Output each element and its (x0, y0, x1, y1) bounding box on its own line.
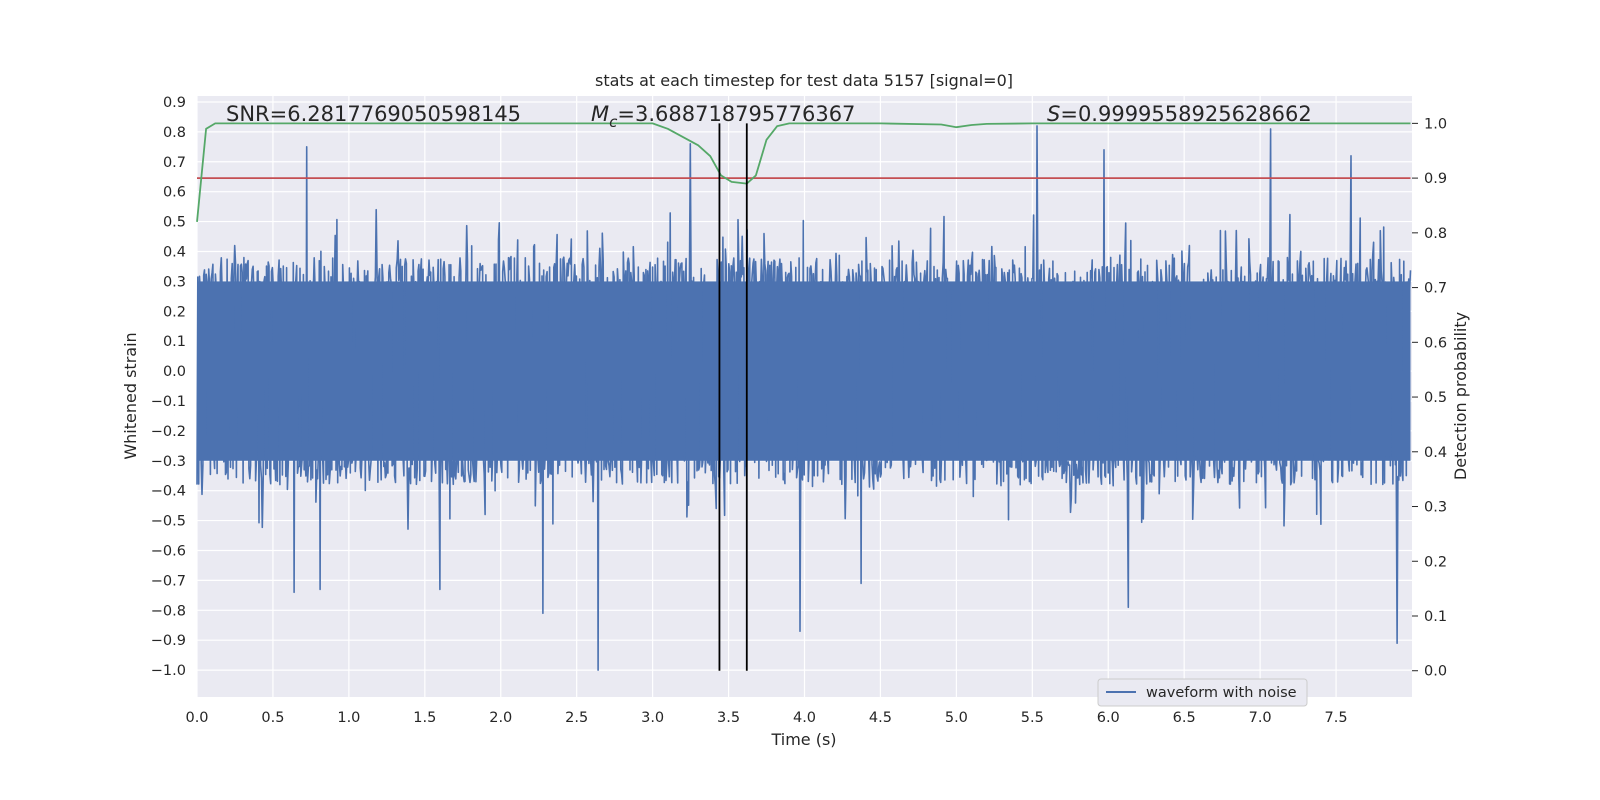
x-tick-label: 0.0 (185, 710, 208, 726)
y2-tick-label: 0.7 (1424, 281, 1447, 297)
chirp-mass-annotation: Mc=3.688718795776367 (591, 102, 855, 131)
y2-axis-label: Detection probability (1451, 312, 1470, 480)
y2-tick-label: 0.4 (1424, 445, 1447, 461)
y-tick-label: 0.6 (163, 185, 186, 201)
y2-tick-label: 0.5 (1424, 390, 1447, 406)
y-tick-label: 0.4 (163, 244, 186, 260)
chart-title: stats at each timestep for test data 515… (595, 71, 1013, 90)
y-tick-label: 0.3 (163, 274, 186, 290)
y-tick-label: −0.1 (151, 394, 186, 410)
waveform-series (196, 125, 1412, 671)
x-tick-label: 3.5 (717, 710, 740, 726)
y-tick-label: 0.9 (163, 95, 186, 111)
y-tick-label: −0.5 (151, 514, 186, 530)
vertical-lines (718, 123, 748, 671)
y2-tick-label: 0.1 (1424, 609, 1447, 625)
y-tick-label: 0.2 (163, 304, 186, 320)
y-tick-label: 0.0 (163, 364, 186, 380)
x-tick-label: 3.0 (641, 710, 664, 726)
y-tick-label: −0.6 (151, 543, 186, 559)
x-tick-label: 6.0 (1097, 710, 1120, 726)
y2-tick-labels: 1.0 0.9 0.8 0.7 0.6 0.5 0.4 0.3 0.2 0.1 0.0 (1412, 116, 1447, 680)
chirp-mass-symbol: M (591, 102, 609, 126)
x-tick-label: 1.5 (413, 710, 436, 726)
x-tick-label: 5.0 (945, 710, 968, 726)
x-tick-label: 7.0 (1249, 710, 1272, 726)
y-tick-label: −0.9 (151, 633, 186, 649)
s-annotation: S=0.9999558925628662 (1047, 102, 1312, 126)
x-tick-label: 2.0 (489, 710, 512, 726)
y2-tick-label: 0.3 (1424, 500, 1447, 516)
y2-tick-label: 0.8 (1424, 226, 1447, 242)
x-tick-label: 7.5 (1325, 710, 1348, 726)
s-symbol: S (1047, 102, 1060, 126)
snr-annotation: SNR=6.2817769050598145 (226, 102, 521, 126)
y2-tick-label: 1.0 (1424, 116, 1447, 132)
x-axis-label: Time (s) (770, 730, 836, 749)
y-tick-label: 0.7 (163, 155, 186, 171)
y-tick-label: −0.4 (151, 484, 186, 500)
y-tick-labels: 0.9 0.8 0.7 0.6 0.5 0.4 0.3 0.2 0.1 0.0 −0.1 −0.2 −0… (151, 95, 186, 679)
x-tick-labels: 0.0 0.5 1.0 1.5 2.0 2.5 3.0 3.5 4.0 4.5 5.0 5.5 6.0 6… (185, 710, 1347, 726)
chirp-mass-value: =3.688718795776367 (617, 102, 855, 126)
waveform-line (196, 125, 1412, 671)
x-tick-label: 4.5 (869, 710, 892, 726)
y-tick-label: −0.7 (151, 573, 186, 589)
y-axis-label: Whitened strain (121, 332, 140, 459)
x-tick-label: 2.5 (565, 710, 588, 726)
legend: waveform with noise (1097, 678, 1308, 707)
y2-tick-label: 0.6 (1424, 335, 1447, 351)
legend-box (1097, 678, 1308, 707)
y2-tick-label: 0.0 (1424, 664, 1447, 680)
x-tick-label: 1.0 (337, 710, 360, 726)
y-tick-label: 0.1 (163, 334, 186, 350)
y-tick-label: −0.3 (151, 454, 186, 470)
x-tick-label: 4.0 (793, 710, 816, 726)
x-tick-label: 0.5 (261, 710, 284, 726)
y-tick-label: −0.2 (151, 424, 186, 440)
chirp-mass-subscript: c (609, 113, 618, 131)
legend-label-waveform: waveform with noise (1146, 685, 1297, 701)
y2-tick-label: 0.9 (1424, 171, 1447, 187)
y2-tick-label: 0.2 (1424, 554, 1447, 570)
s-value: =0.9999558925628662 (1060, 102, 1311, 126)
y-tick-label: 0.8 (163, 125, 186, 141)
x-tick-label: 5.5 (1021, 710, 1044, 726)
y-tick-label: −1.0 (151, 663, 186, 679)
x-tick-label: 6.5 (1173, 710, 1196, 726)
y-tick-label: 0.5 (163, 215, 186, 231)
y-tick-label: −0.8 (151, 603, 186, 619)
